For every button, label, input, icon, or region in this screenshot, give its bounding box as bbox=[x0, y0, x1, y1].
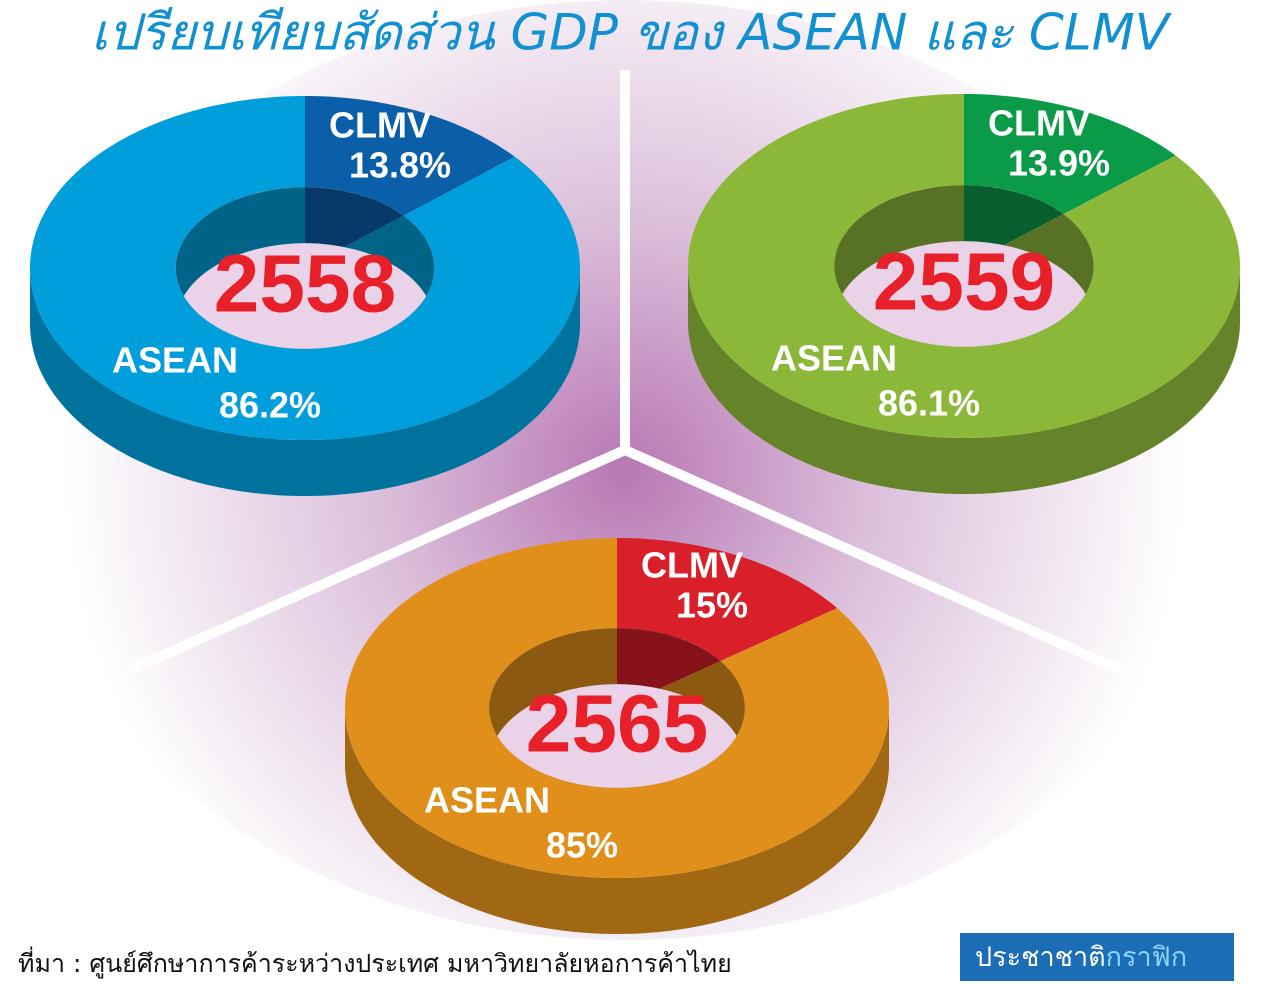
slice-label: CLMV bbox=[329, 105, 431, 146]
slice bbox=[30, 96, 580, 440]
slice bbox=[617, 538, 838, 661]
slice-inner-side bbox=[305, 187, 435, 268]
value-label: 15% bbox=[676, 585, 748, 626]
slice-label: CLMV bbox=[641, 545, 743, 586]
charts: CLMV13.8%ASEAN86.2%2558CLMV13.9%ASEAN86.… bbox=[30, 94, 1240, 934]
value-label: 85% bbox=[546, 825, 618, 866]
slice-side bbox=[345, 708, 889, 934]
slice-label: ASEAN bbox=[771, 338, 897, 379]
slice-label: ASEAN bbox=[424, 780, 550, 821]
dividers bbox=[127, 70, 1123, 675]
slice-inner-side bbox=[617, 628, 745, 708]
chart-title: 2558 bbox=[214, 239, 396, 330]
source: ที่มา : ศูนย์ศึกษาการค้าระหว่างประเทศ มห… bbox=[18, 946, 732, 979]
chart-title: 2565 bbox=[526, 679, 708, 770]
hole-floor bbox=[175, 243, 435, 349]
chart-title: 2559 bbox=[873, 237, 1055, 328]
value-label: 86.1% bbox=[878, 383, 980, 424]
value-label: 86.2% bbox=[219, 385, 321, 426]
hole-floor bbox=[834, 241, 1094, 347]
value-label: 13.9% bbox=[1008, 143, 1110, 184]
slice-label: CLMV bbox=[988, 103, 1090, 144]
slice-inner-side bbox=[964, 185, 1094, 266]
slice bbox=[345, 538, 889, 878]
slice-side bbox=[688, 266, 1240, 494]
value-label: 13.8% bbox=[349, 145, 451, 186]
logo-text: ประชาชาติ bbox=[975, 942, 1106, 973]
slice bbox=[964, 94, 1176, 215]
slice-side bbox=[30, 268, 580, 496]
slice bbox=[305, 96, 515, 216]
slice-label: ASEAN bbox=[112, 340, 238, 381]
slice bbox=[688, 94, 1240, 438]
logo: ประชาชาติกราฟิก bbox=[975, 942, 1187, 973]
title: เปรียบเทียบสัดส่วน GDP ของ ASEAN และ CLM… bbox=[91, 4, 1173, 62]
logo-box bbox=[960, 933, 1234, 981]
logo-accent: กราฟิก bbox=[1106, 942, 1187, 973]
hole-floor bbox=[489, 684, 745, 788]
